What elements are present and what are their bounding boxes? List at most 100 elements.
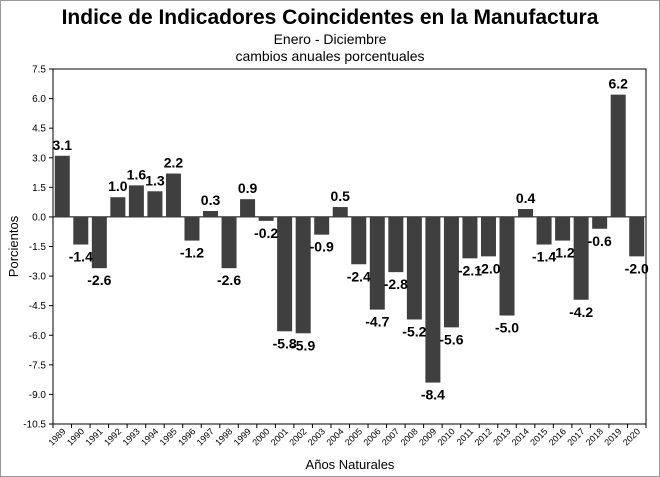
data-label: -4.2 [569, 304, 593, 320]
bar-1995 [165, 173, 181, 217]
data-label: -0.9 [310, 239, 334, 255]
bar-2018 [592, 216, 608, 229]
data-label: -1.4 [532, 249, 556, 265]
y-tick-label: -1.5 [29, 242, 47, 253]
x-tick-label: 1994 [139, 426, 160, 447]
bar-1991 [91, 216, 107, 269]
data-label: 0.3 [201, 192, 221, 208]
data-label: -8.4 [421, 387, 445, 403]
x-tick-label: 2000 [250, 426, 271, 447]
y-tick-label: -4.5 [29, 301, 47, 312]
x-tick-label: 2014 [510, 426, 531, 447]
data-label: 0.5 [331, 188, 351, 204]
y-tick-label: 7.5 [32, 65, 46, 76]
bar-2014 [518, 209, 534, 217]
data-label: -1.2 [551, 245, 575, 261]
data-label: 1.3 [145, 172, 165, 188]
x-tick-label: 1995 [158, 426, 179, 447]
x-tick-label: 2002 [287, 426, 308, 447]
x-tick-label: 1997 [195, 426, 216, 447]
x-tick-label: 1991 [84, 426, 105, 447]
data-label: 1.0 [108, 178, 128, 194]
x-tick-label: 1999 [232, 426, 253, 447]
x-tick-label: 1992 [102, 426, 123, 447]
y-axis-label: Porcientos [6, 215, 21, 277]
y-tick-label: 3.0 [32, 153, 46, 164]
data-label: -2.0 [476, 260, 500, 276]
x-tick-label: 1989 [46, 426, 67, 447]
y-tick-label: -9.0 [29, 390, 47, 401]
data-label: -5.9 [291, 337, 315, 353]
x-tick-label: 2013 [491, 426, 512, 447]
x-tick-label: 1998 [213, 426, 234, 447]
bar-1994 [147, 191, 163, 217]
data-label: -1.4 [69, 249, 93, 265]
bar-2019 [610, 94, 626, 217]
bar-2003 [314, 216, 330, 235]
bar-2013 [499, 216, 515, 316]
y-tick-label: 1.5 [32, 183, 46, 194]
x-tick-label: 2012 [473, 426, 494, 447]
y-tick-label: 6.0 [32, 94, 46, 105]
y-tick-label: -7.5 [29, 360, 47, 371]
x-tick-label: 2007 [380, 426, 401, 447]
bar-2008 [406, 216, 422, 320]
bar-2004 [332, 207, 348, 217]
chart-subtitle-1: Enero - Diciembre [273, 31, 387, 47]
data-label: 0.9 [238, 180, 258, 196]
x-tick-label: 1993 [121, 426, 142, 447]
bar-2020 [629, 216, 645, 257]
bar-2000 [258, 216, 274, 221]
data-label: -5.0 [495, 320, 519, 336]
data-label: -2.4 [347, 268, 371, 284]
x-axis-label: Años Naturales [306, 457, 395, 472]
bar-1990 [73, 216, 89, 245]
x-tick-label: 1996 [176, 426, 197, 447]
bar-2007 [388, 216, 404, 273]
bar-2009 [425, 216, 441, 383]
bar-2005 [351, 216, 367, 265]
data-label: -2.0 [625, 260, 649, 276]
x-tick-label: 2019 [602, 426, 623, 447]
y-tick-label: -6.0 [29, 331, 47, 342]
y-axis: 7.5 6.0 4.5 3.0 1.5 0.0 -1.5 -3.0 -4.5 -6.0 -7.5 -9… [23, 65, 53, 431]
y-tick-label: 0.0 [32, 212, 46, 223]
x-tick-label: 2008 [399, 426, 420, 447]
x-tick-label: 2001 [269, 426, 290, 447]
data-labels: 3.1 -1.4 -2.6 1.01.6 1.32.2 -1.2 0.3 -2.6 0.9 -0.… [53, 76, 649, 403]
chart-title: Indice de Indicadores Coincidentes en la… [61, 6, 599, 29]
x-tick-label: 1990 [65, 426, 86, 447]
data-label: 3.1 [53, 137, 73, 153]
bar-2017 [573, 216, 589, 300]
bar-1999 [240, 199, 256, 217]
bar-1992 [110, 197, 126, 217]
x-tick-label: 2017 [565, 426, 586, 447]
data-label: -1.2 [180, 245, 204, 261]
x-tick-label: 2009 [417, 426, 438, 447]
data-label: -0.2 [254, 225, 278, 241]
x-tick-label: 2010 [436, 426, 457, 447]
x-tick-label: 2004 [324, 426, 345, 447]
bar-2010 [443, 216, 459, 328]
data-label: -2.1 [458, 262, 482, 278]
data-label: -0.6 [588, 233, 612, 249]
bar-2001 [277, 216, 293, 332]
data-label: 2.2 [164, 155, 184, 171]
bar-1989 [54, 155, 70, 217]
data-label: 0.4 [516, 190, 536, 206]
x-tick-label: 2005 [343, 426, 364, 447]
data-label: -5.8 [273, 335, 297, 351]
data-label: 6.2 [608, 76, 628, 92]
data-label: -2.6 [87, 272, 111, 288]
data-label: -5.6 [439, 331, 463, 347]
y-tick-label: 4.5 [32, 124, 46, 135]
y-tick-label: -3.0 [29, 272, 47, 283]
bar-2012 [480, 216, 496, 257]
x-tick-label: 2011 [455, 426, 476, 447]
bar-1998 [221, 216, 237, 269]
data-label: -4.7 [365, 314, 389, 330]
bar-1993 [128, 185, 144, 217]
bar-1997 [203, 211, 219, 217]
bar-1996 [184, 216, 200, 241]
